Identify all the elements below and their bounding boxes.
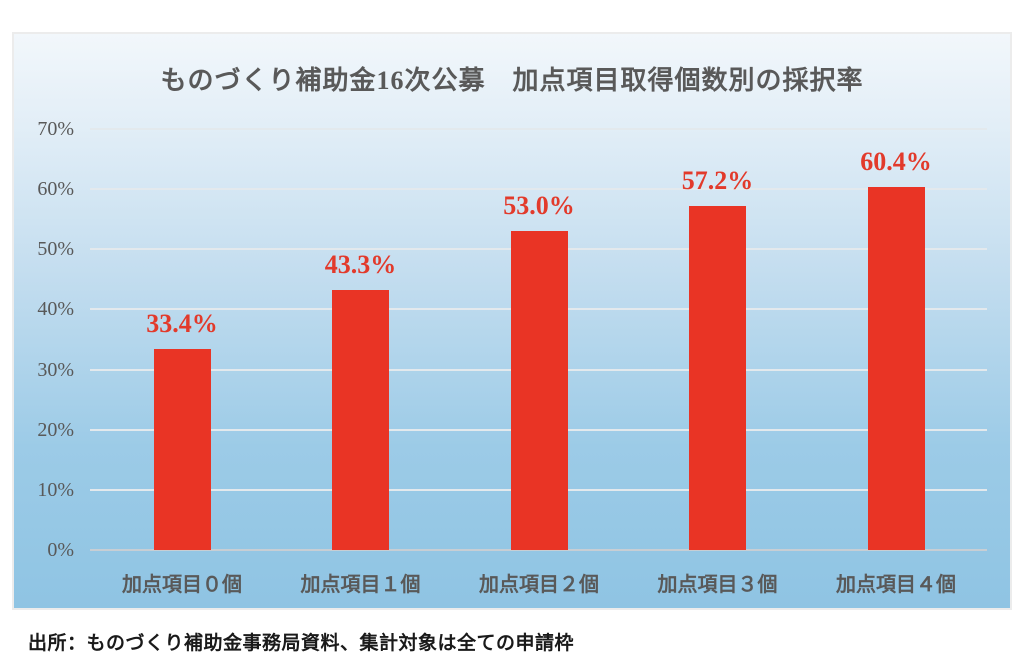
bar-value-label: 57.2%: [681, 165, 754, 195]
x-axis-category-label: 加点項目２個: [479, 574, 599, 596]
y-axis-tick-label: 0%: [47, 539, 74, 561]
bar-3[interactable]: [689, 205, 746, 550]
bar-4[interactable]: [867, 186, 925, 550]
chart-title: ものづくり補助金16次公募 加点項目取得個数別の採択率: [160, 66, 864, 95]
y-axis-tick-label: 40%: [37, 298, 74, 321]
y-axis-tick-label: 50%: [37, 238, 74, 261]
x-axis-category-label: 加点項目１個: [300, 574, 421, 596]
gridline: [90, 188, 987, 191]
bar-0[interactable]: [153, 349, 211, 550]
x-axis-category-label: 加点項目０個: [122, 574, 242, 596]
bar-value-label: 60.4%: [860, 146, 932, 176]
gridline: [90, 128, 987, 130]
y-axis-tick-label: 70%: [37, 118, 74, 140]
x-axis-baseline: [90, 549, 987, 551]
x-axis-category-label: 加点項目３個: [657, 574, 778, 596]
x-axis-category-label: 加点項目４個: [836, 574, 956, 596]
bar-2[interactable]: [510, 231, 568, 550]
bar-value-label: 33.4%: [146, 309, 218, 339]
bar-1[interactable]: [332, 289, 389, 550]
y-axis-tick-label: 20%: [37, 418, 74, 441]
y-axis-tick-label: 30%: [37, 358, 74, 381]
source-note: 出所：ものづくり補助金事務局資料、集計対象は全ての申請枠: [28, 633, 575, 654]
bar-value-label: 53.0%: [503, 191, 575, 221]
bar-value-label: 43.3%: [324, 249, 397, 279]
chart-panel: ものづくり補助金16次公募 加点項目取得個数別の採択率 0% 10% 20% 30% 4…: [12, 32, 1012, 610]
y-axis-tick-label: 10%: [37, 478, 74, 501]
y-axis-tick-label: 60%: [37, 178, 74, 201]
